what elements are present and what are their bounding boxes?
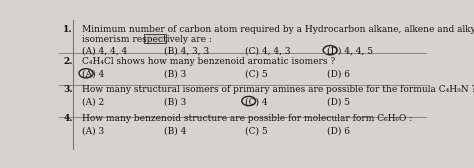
- Text: (C) 4: (C) 4: [245, 97, 268, 106]
- Text: 1.: 1.: [63, 25, 73, 34]
- Text: (D) 5: (D) 5: [327, 97, 350, 106]
- Text: (C) 5: (C) 5: [245, 127, 268, 135]
- Text: isomerism respectively are :: isomerism respectively are :: [82, 35, 212, 44]
- Text: 3.: 3.: [63, 85, 73, 94]
- Text: (B) 4, 3, 3: (B) 4, 3, 3: [164, 46, 209, 55]
- Text: 4.: 4.: [63, 114, 73, 123]
- Text: (D) 6: (D) 6: [327, 127, 350, 135]
- Text: (A) 4, 4, 4: (A) 4, 4, 4: [82, 46, 128, 55]
- Text: (B) 4: (B) 4: [164, 127, 186, 135]
- Text: (B) 3: (B) 3: [164, 69, 186, 78]
- Text: (C) 4, 4, 3: (C) 4, 4, 3: [245, 46, 291, 55]
- Text: (A) 4: (A) 4: [82, 69, 105, 78]
- FancyBboxPatch shape: [144, 34, 166, 43]
- Text: (D) 4, 4, 5: (D) 4, 4, 5: [327, 46, 373, 55]
- Text: Minimum number of carbon atom required by a Hydrocarbon alkane, alkene and alkyn: Minimum number of carbon atom required b…: [82, 25, 474, 34]
- Text: (A) 2: (A) 2: [82, 97, 105, 106]
- Text: (D) 6: (D) 6: [327, 69, 350, 78]
- Text: How many benzenoid structure are possible for molecular form C₆H₆O :: How many benzenoid structure are possibl…: [82, 114, 413, 123]
- Text: (B) 3: (B) 3: [164, 97, 186, 106]
- Text: 2.: 2.: [63, 57, 73, 66]
- Text: (C) 5: (C) 5: [245, 69, 268, 78]
- Text: How many structural isomers of primary amines are possible for the formula C₄H₉N: How many structural isomers of primary a…: [82, 85, 474, 94]
- Text: C₄H₄Cl shows how many benzenoid aromatic isomers ?: C₄H₄Cl shows how many benzenoid aromatic…: [82, 57, 336, 66]
- Text: (A) 3: (A) 3: [82, 127, 105, 135]
